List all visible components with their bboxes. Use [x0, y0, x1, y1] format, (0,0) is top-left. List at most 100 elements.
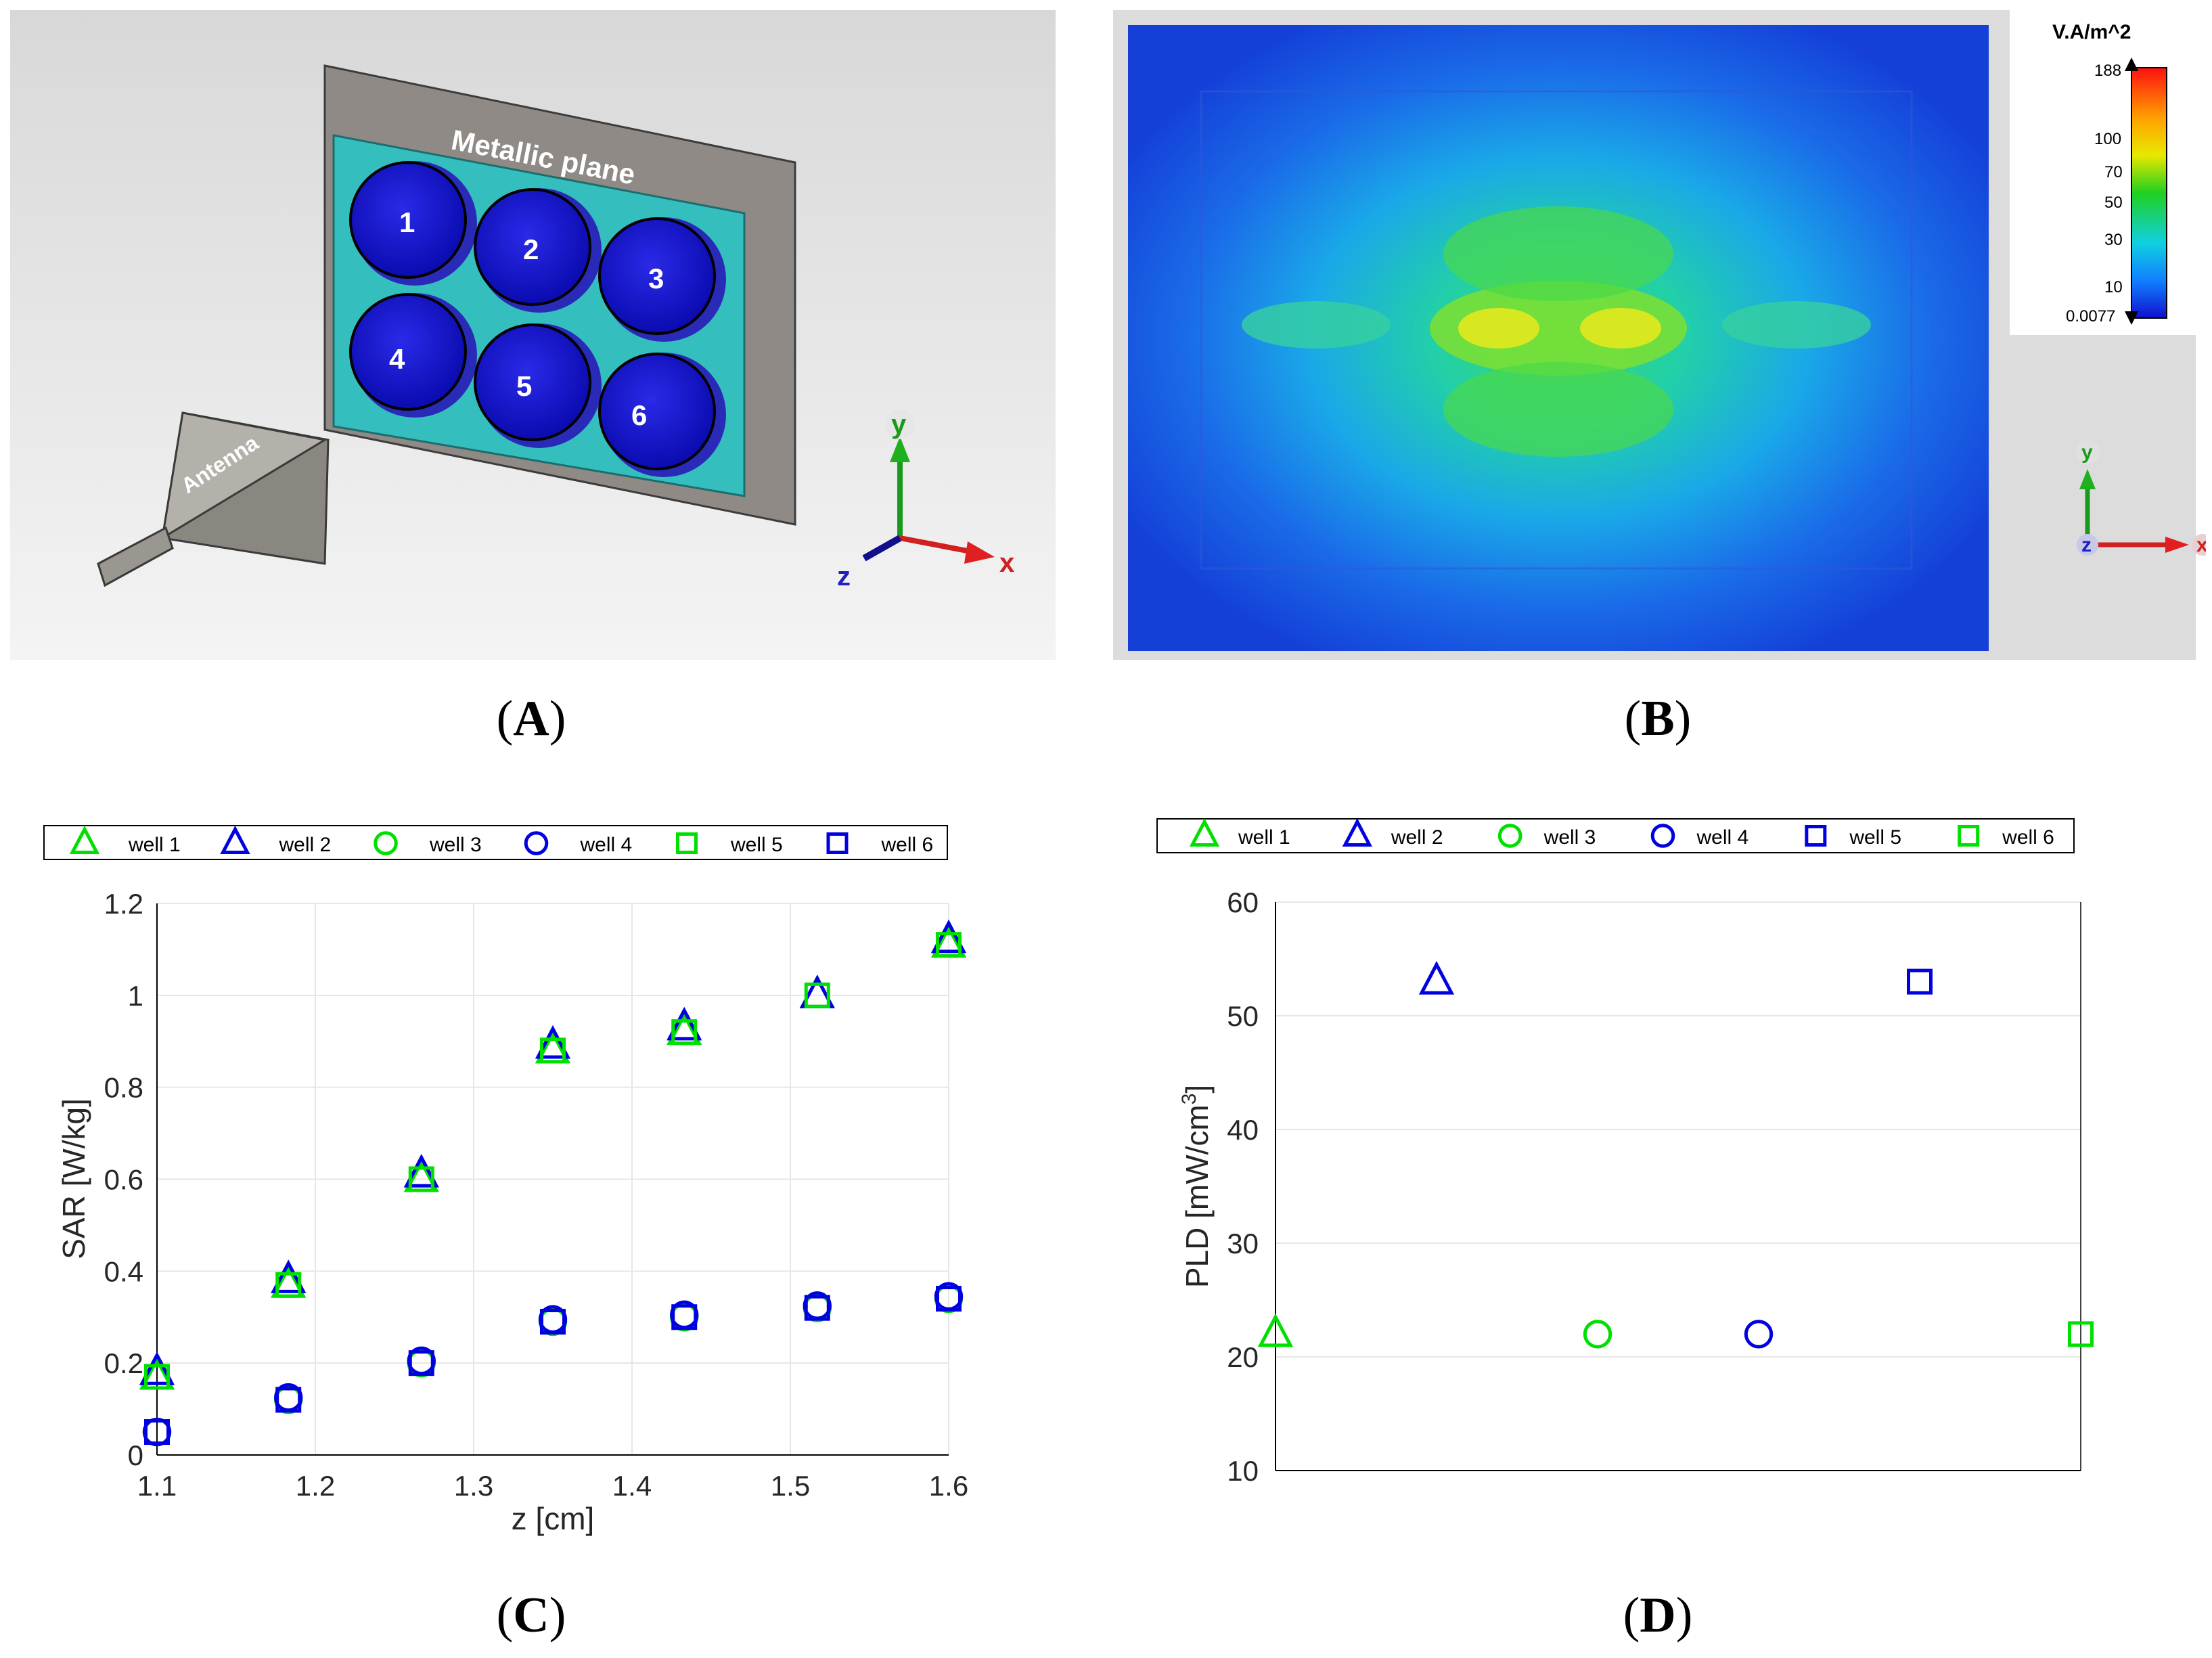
colorbar-ticks: 188 100 70 50 30 10 0.0077 — [2066, 62, 2123, 326]
axis-triad-b: y z x — [2075, 440, 2206, 556]
legend-marker — [374, 831, 398, 855]
well-4: 4 — [349, 293, 477, 418]
colorbar-tick: 100 — [2094, 130, 2121, 148]
data-point — [144, 1364, 170, 1390]
x-tick-label: 1.3 — [454, 1470, 493, 1502]
well-2-label: 2 — [523, 233, 539, 265]
legend-d: well 1 well 2 well 3 well 4 well 5 well 6 — [1189, 817, 2054, 849]
colorbar-unit: V.A/m^2 — [2052, 21, 2131, 43]
y-tick-label: 30 — [1227, 1228, 1259, 1259]
y-axis-title-d-sup: 3 — [1178, 1094, 1200, 1105]
chart-pld: well 1 well 2 well 3 well 4 well 5 well 6 10 2… — [1156, 817, 2094, 1487]
data-point — [2068, 1321, 2094, 1347]
data-point — [667, 1006, 702, 1041]
side-lobe-right — [1722, 301, 1871, 349]
legend-marker — [1189, 817, 1220, 847]
colorbar — [2131, 67, 2167, 319]
well-3: 3 — [598, 217, 726, 342]
colorbar-panel — [2010, 10, 2206, 335]
data-point — [144, 1419, 170, 1446]
y-axis-title-c: SAR [W/kg] — [56, 1098, 91, 1259]
hot-spot-core-left — [1458, 308, 1539, 349]
side-lobe-left — [1242, 301, 1391, 349]
legend-marker — [1497, 824, 1522, 848]
data-point — [139, 1351, 175, 1385]
data-point — [408, 1166, 434, 1192]
points-c — [139, 919, 967, 1447]
well-5-label: 5 — [516, 370, 532, 402]
points-d — [1257, 960, 2094, 1349]
y-axis-title-d-base: PLD [mW/cm — [1179, 1104, 1215, 1288]
data-point — [671, 1304, 698, 1330]
y-ticks-d: 10 20 30 40 50 60 — [1227, 887, 1259, 1487]
data-point — [403, 1154, 439, 1188]
legend-label: well 3 — [1543, 826, 1596, 849]
x-tick-label: 1.2 — [296, 1470, 335, 1502]
legend-marker — [1650, 824, 1675, 848]
y-tick-label: 0.2 — [104, 1347, 143, 1379]
x-ticks-c: 1.1 1.2 1.3 1.4 1.5 1.6 — [137, 1470, 968, 1502]
z-axis-label-b: z — [2081, 534, 2092, 556]
colorbar-min-arrow — [2125, 311, 2138, 325]
antenna-feed — [97, 526, 174, 587]
data-point — [1257, 1313, 1294, 1347]
well-1: 1 — [349, 161, 477, 286]
well-6-label: 6 — [631, 399, 647, 431]
hot-spot-lower — [1443, 362, 1673, 457]
y-tick-label: 0.6 — [104, 1164, 143, 1196]
legend-label: well 5 — [730, 834, 783, 856]
data-point — [271, 1259, 307, 1293]
hot-spot-upper — [1443, 206, 1673, 301]
y-tick-label: 0.8 — [104, 1072, 143, 1104]
data-point — [1907, 968, 1933, 995]
axis-triad-a: y x z — [837, 409, 1014, 591]
data-point — [275, 1272, 302, 1298]
colorbar-tick: 0.0077 — [2066, 307, 2115, 326]
data-point — [930, 919, 967, 954]
y-axis-label-b: y — [2081, 441, 2093, 464]
legend-marker — [676, 832, 698, 854]
panel-b-field-map: V.A/m^2 188 100 70 50 30 10 0.0077 y z x — [1113, 10, 2206, 660]
colorbar-tick: 50 — [2104, 194, 2123, 212]
legend-label: well 4 — [580, 834, 633, 856]
legend-marker — [1342, 817, 1372, 847]
colorbar-tick: 10 — [2104, 278, 2123, 296]
y-ticks-c: 0 0.2 0.4 0.6 0.8 1 1.2 — [104, 888, 143, 1471]
data-point — [275, 1387, 302, 1413]
legend-marker — [826, 832, 849, 854]
y-tick-label: 1.2 — [104, 888, 143, 920]
legend-box-c — [43, 825, 948, 860]
colorbar-tick: 188 — [2094, 62, 2121, 80]
data-point — [671, 1019, 698, 1046]
well-1-label: 1 — [399, 206, 415, 238]
y-tick-label: 60 — [1227, 887, 1259, 918]
data-point — [804, 982, 830, 1008]
legend-label: well 2 — [279, 834, 332, 856]
legend-label: well 2 — [1391, 826, 1443, 849]
y-tick-label: 0.4 — [104, 1255, 143, 1287]
caption-a: (A) — [496, 691, 566, 746]
well-4-label: 4 — [389, 343, 405, 375]
x-axis-title-c: z [cm] — [512, 1501, 595, 1536]
legend-marker — [220, 825, 250, 854]
hot-spot-center — [1430, 281, 1687, 376]
data-point — [540, 1037, 566, 1064]
data-point — [535, 1025, 571, 1059]
x-tick-label: 1.1 — [137, 1470, 177, 1502]
data-point — [1744, 1320, 1774, 1349]
x-axis-label-b: x — [2196, 534, 2206, 556]
well-2: 2 — [474, 188, 602, 313]
caption-b: (B) — [1624, 691, 1692, 746]
legend-label: well 1 — [1238, 826, 1290, 849]
y-axis-label: y — [891, 409, 907, 439]
caption-c: (C) — [496, 1588, 566, 1643]
data-point — [804, 1295, 830, 1321]
y-axis-title-d-end: ] — [1179, 1085, 1215, 1094]
y-tick-label: 20 — [1227, 1341, 1259, 1373]
data-point — [1583, 1320, 1612, 1349]
legend-label: well 3 — [429, 834, 482, 856]
caption-d: (D) — [1623, 1588, 1693, 1643]
y-axis-title-d: PLD [mW/cm3] — [1178, 1085, 1215, 1288]
z-axis-label: z — [837, 562, 851, 591]
data-point — [1418, 960, 1455, 995]
